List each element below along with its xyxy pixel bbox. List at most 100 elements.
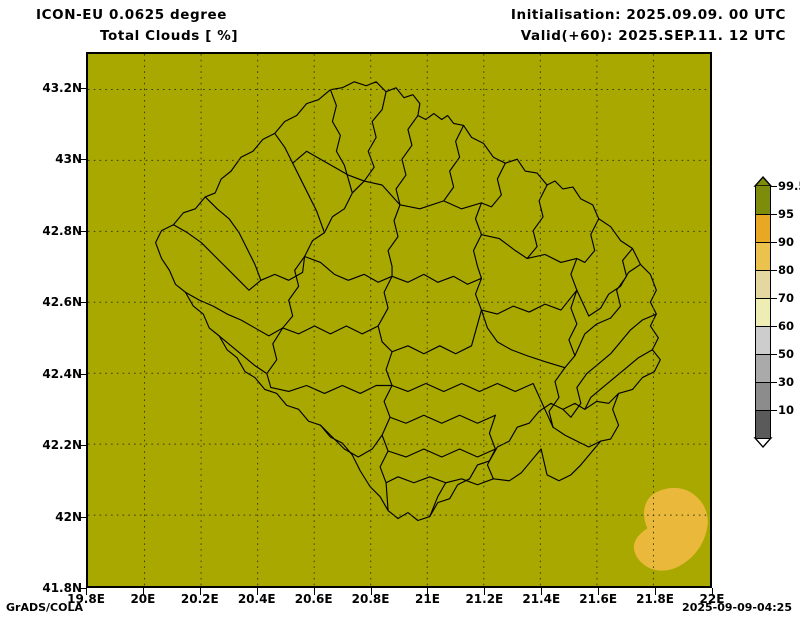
x-axis-tick-mark xyxy=(598,588,600,595)
municipal-boundary xyxy=(304,255,393,283)
x-axis-tick-mark xyxy=(541,588,543,595)
x-axis-tick-label: 20.8E xyxy=(351,592,390,606)
x-axis-tick-label: 21.4E xyxy=(522,592,561,606)
colorbar-band xyxy=(755,214,771,242)
colorbar-tick-mark xyxy=(771,214,777,215)
colorbar-band xyxy=(755,242,771,270)
map-plot-area[interactable] xyxy=(86,52,712,588)
municipal-boundary xyxy=(172,224,262,291)
municipal-boundary xyxy=(260,255,306,281)
footer-producer: GrADS/COLA xyxy=(6,601,83,614)
header-initialisation-time: Initialisation: 2025.09.09. 00 UTC xyxy=(510,7,786,23)
municipal-boundary xyxy=(570,218,600,291)
x-axis-tick-mark xyxy=(256,588,258,595)
colorbar[interactable]: 99.5 95 90 80 70 60 50 30 10 xyxy=(752,175,800,449)
cloud-patch-southeast xyxy=(633,487,708,571)
municipal-boundary xyxy=(270,384,393,395)
y-axis-tick-label: 42.4N xyxy=(42,366,82,381)
municipal-boundary xyxy=(391,309,483,355)
municipal-boundary xyxy=(387,204,401,277)
header-field-title: Total Clouds [ %] xyxy=(100,28,239,44)
x-axis-tick-label: 21.8E xyxy=(636,592,674,606)
municipal-boundary xyxy=(480,234,578,264)
y-axis-tick-mark xyxy=(79,373,86,375)
colorbar-separator xyxy=(755,214,771,215)
colorbar-band xyxy=(755,186,771,214)
y-axis-tick-label: 42.6N xyxy=(42,295,82,310)
colorbar-separator xyxy=(755,354,771,355)
colorbar-tick-mark xyxy=(771,354,777,355)
municipal-boundary xyxy=(576,263,642,317)
municipal-boundary xyxy=(564,289,578,369)
y-axis-tick-mark xyxy=(79,159,86,161)
colorbar-tick-mark xyxy=(771,186,777,187)
municipal-boundary xyxy=(562,373,588,418)
colorbar-level-label: 30 xyxy=(778,375,795,389)
country-outline xyxy=(154,81,661,522)
colorbar-band xyxy=(755,354,771,382)
x-axis-tick-mark xyxy=(86,588,87,595)
municipal-boundary xyxy=(385,476,494,486)
y-axis-tick-label: 41.8N xyxy=(42,581,82,595)
x-axis-tick-label: 20.2E xyxy=(180,592,219,606)
municipal-boundary xyxy=(391,382,554,428)
y-axis-tick-mark xyxy=(79,87,86,89)
colorbar-band xyxy=(755,382,771,410)
colorbar-level-label: 80 xyxy=(778,263,795,277)
x-axis-tick-label: 21.6E xyxy=(579,592,618,606)
municipal-boundary xyxy=(552,426,602,448)
x-axis-tick-mark xyxy=(712,588,713,595)
y-axis-tick-mark xyxy=(79,230,86,232)
municipal-boundary xyxy=(443,124,465,202)
y-axis-tick-label: 43N xyxy=(55,152,82,167)
y-axis-tick-label: 42N xyxy=(55,509,82,524)
x-axis-tick-label: 20.6E xyxy=(294,592,333,606)
colorbar-separator xyxy=(755,438,771,439)
colorbar-band xyxy=(755,326,771,354)
colorbar-tick-mark xyxy=(771,270,777,271)
colorbar-tick-mark xyxy=(771,326,777,327)
colorbar-band xyxy=(755,270,771,298)
municipal-boundary xyxy=(282,325,379,335)
municipal-boundary xyxy=(480,309,566,369)
municipal-boundary xyxy=(600,392,620,442)
x-axis-tick-label: 19.8E xyxy=(67,592,105,606)
colorbar-top-arrow xyxy=(753,175,773,187)
colorbar-level-label: 90 xyxy=(778,235,795,249)
y-axis-tick-mark xyxy=(79,302,86,304)
header-valid-time: Valid(+60): 2025.SEP.11. 12 UTC xyxy=(520,28,786,44)
municipal-boundary xyxy=(391,273,483,285)
municipal-boundary xyxy=(389,414,496,424)
colorbar-tick-mark xyxy=(771,298,777,299)
y-axis-tick-mark xyxy=(79,445,86,447)
municipal-boundary xyxy=(379,416,391,512)
municipal-boundary xyxy=(540,440,602,482)
x-axis-tick-label: 22E xyxy=(699,592,725,606)
colorbar-separator xyxy=(755,326,771,327)
municipal-boundary xyxy=(377,275,393,353)
x-axis-tick-label: 20.4E xyxy=(237,592,276,606)
municipal-boundary xyxy=(610,247,634,319)
municipal-boundary xyxy=(395,114,419,206)
colorbar-separator xyxy=(755,242,771,243)
municipal-boundary xyxy=(319,424,383,458)
municipal-boundary xyxy=(429,482,447,518)
footer-generated-timestamp: 2025-09-09-04:25 xyxy=(682,601,792,614)
municipal-boundary xyxy=(387,448,496,458)
x-axis-tick-mark xyxy=(484,588,486,595)
y-axis-tick-label: 42.2N xyxy=(42,438,82,453)
colorbar-separator xyxy=(755,298,771,299)
municipal-boundary xyxy=(266,327,284,389)
x-axis-tick-label: 21.2E xyxy=(465,592,504,606)
municipal-boundary xyxy=(218,335,268,375)
cloud-data-layer xyxy=(633,487,708,571)
municipal-boundary xyxy=(292,150,365,182)
colorbar-level-label: 99.5 xyxy=(778,179,800,193)
municipal-boundary xyxy=(472,234,483,311)
colorbar-level-label: 60 xyxy=(778,319,795,333)
x-axis-tick-mark xyxy=(370,588,372,595)
x-axis-tick-mark xyxy=(199,588,201,595)
municipal-boundary xyxy=(274,132,326,234)
municipal-boundary xyxy=(574,317,612,357)
municipal-boundary xyxy=(184,291,284,337)
